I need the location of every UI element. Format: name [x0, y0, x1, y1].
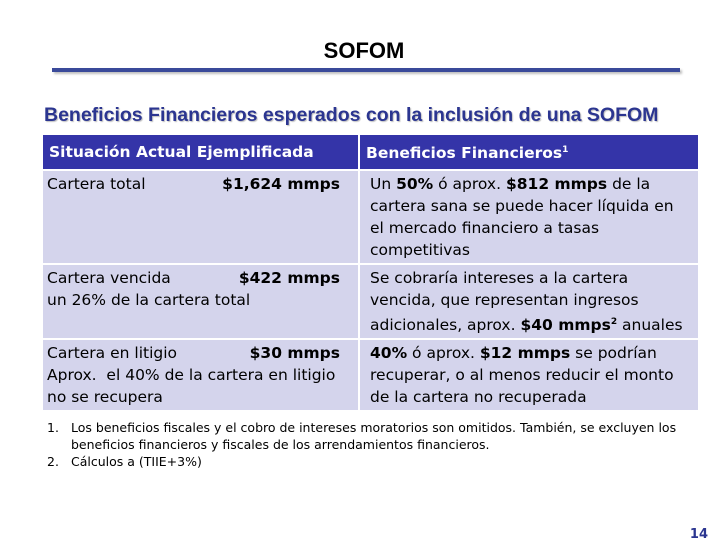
- situation-cell: Cartera vencida $422 mmps un 26% de la ca…: [43, 264, 360, 341]
- table-row: Cartera en litigio $30 mmps Aprox. el 40%…: [43, 339, 700, 413]
- benefit-bold: 40%: [370, 344, 408, 363]
- table-header-row: Situación Actual Ejemplificada Beneficio…: [43, 135, 700, 171]
- footnote-text: Cálculos a (TIIE+3%): [71, 454, 202, 469]
- benefit-text: se podrían recuperar, o al menos reducir…: [370, 344, 674, 407]
- benefit-bold: 50%: [396, 175, 434, 193]
- footnote-item: 1. Los beneficios fiscales y el cobro de…: [47, 419, 697, 453]
- benefit-text: Un: [370, 175, 397, 193]
- situation-cell: Cartera en litigio $30 mmps Aprox. el 40%…: [43, 339, 360, 413]
- header-financial-benefits: Beneficios Financieros1: [359, 135, 700, 171]
- situation-cell: Cartera total $1,624 mmps: [43, 170, 360, 265]
- footnote-number: 2.: [47, 454, 59, 469]
- benefit-text: ó aprox.: [433, 175, 506, 193]
- footnote-item: 2. Cálculos a (TIIE+3%): [47, 453, 697, 470]
- header-current-situation: Situación Actual Ejemplificada: [43, 135, 360, 171]
- benefit-cell: 40% ó aprox. $12 mmps se podrían recuper…: [359, 339, 700, 413]
- slide-subtitle: Beneficios Financieros esperados con la …: [44, 104, 659, 126]
- benefit-bold: $12 mmps: [479, 344, 571, 363]
- footnote-text: Los beneficios fiscales y el cobro de in…: [71, 420, 677, 452]
- table-row: Cartera total $1,624 mmps Un 50% ó aprox.…: [43, 170, 700, 265]
- row-description: un 26% de la cartera total: [47, 291, 251, 309]
- benefit-bold: $812 mmps: [505, 175, 608, 193]
- benefit-text: anuales: [617, 316, 683, 335]
- footnotes: 1. Los beneficios fiscales y el cobro de…: [47, 419, 697, 470]
- row-label: Cartera total: [47, 175, 146, 193]
- slide-title: SOFOM: [323, 38, 405, 63]
- benefit-amount: $40 mmps: [520, 316, 611, 335]
- benefit-cell: Un 50% ó aprox. $812 mmps de la cartera …: [359, 170, 700, 265]
- row-description: Aprox. el 40% de la cartera en litigio n…: [47, 366, 341, 407]
- row-label: Cartera en litigio: [47, 344, 178, 363]
- row-label: Cartera vencida: [47, 269, 171, 287]
- row-amount: $30 mmps: [249, 344, 340, 363]
- header-current-situation-label: Situación Actual Ejemplificada: [49, 143, 314, 161]
- table-row: Cartera vencida $422 mmps un 26% de la ca…: [43, 264, 700, 341]
- row-amount: $1,624 mmps: [222, 175, 340, 193]
- footnote-ref-1: 1: [562, 145, 569, 156]
- benefits-table: Situación Actual Ejemplificada Beneficio…: [43, 135, 700, 413]
- benefit-text: Se cobraría intereses a la cartera venci…: [370, 269, 639, 335]
- footnote-number: 1.: [47, 420, 59, 435]
- row-amount: $422 mmps: [238, 269, 340, 287]
- title-underline: [52, 68, 680, 72]
- benefit-bold: $40 mmps2: [520, 316, 617, 334]
- header-financial-benefits-label: Beneficios Financieros: [366, 144, 563, 163]
- benefit-text: ó aprox.: [407, 344, 480, 363]
- page-number: 14: [689, 527, 708, 542]
- benefit-cell: Se cobraría intereses a la cartera venci…: [359, 264, 700, 341]
- footnote-ref-2: 2: [610, 317, 618, 327]
- benefit-text: de la cartera sana se puede hacer líquid…: [370, 175, 674, 259]
